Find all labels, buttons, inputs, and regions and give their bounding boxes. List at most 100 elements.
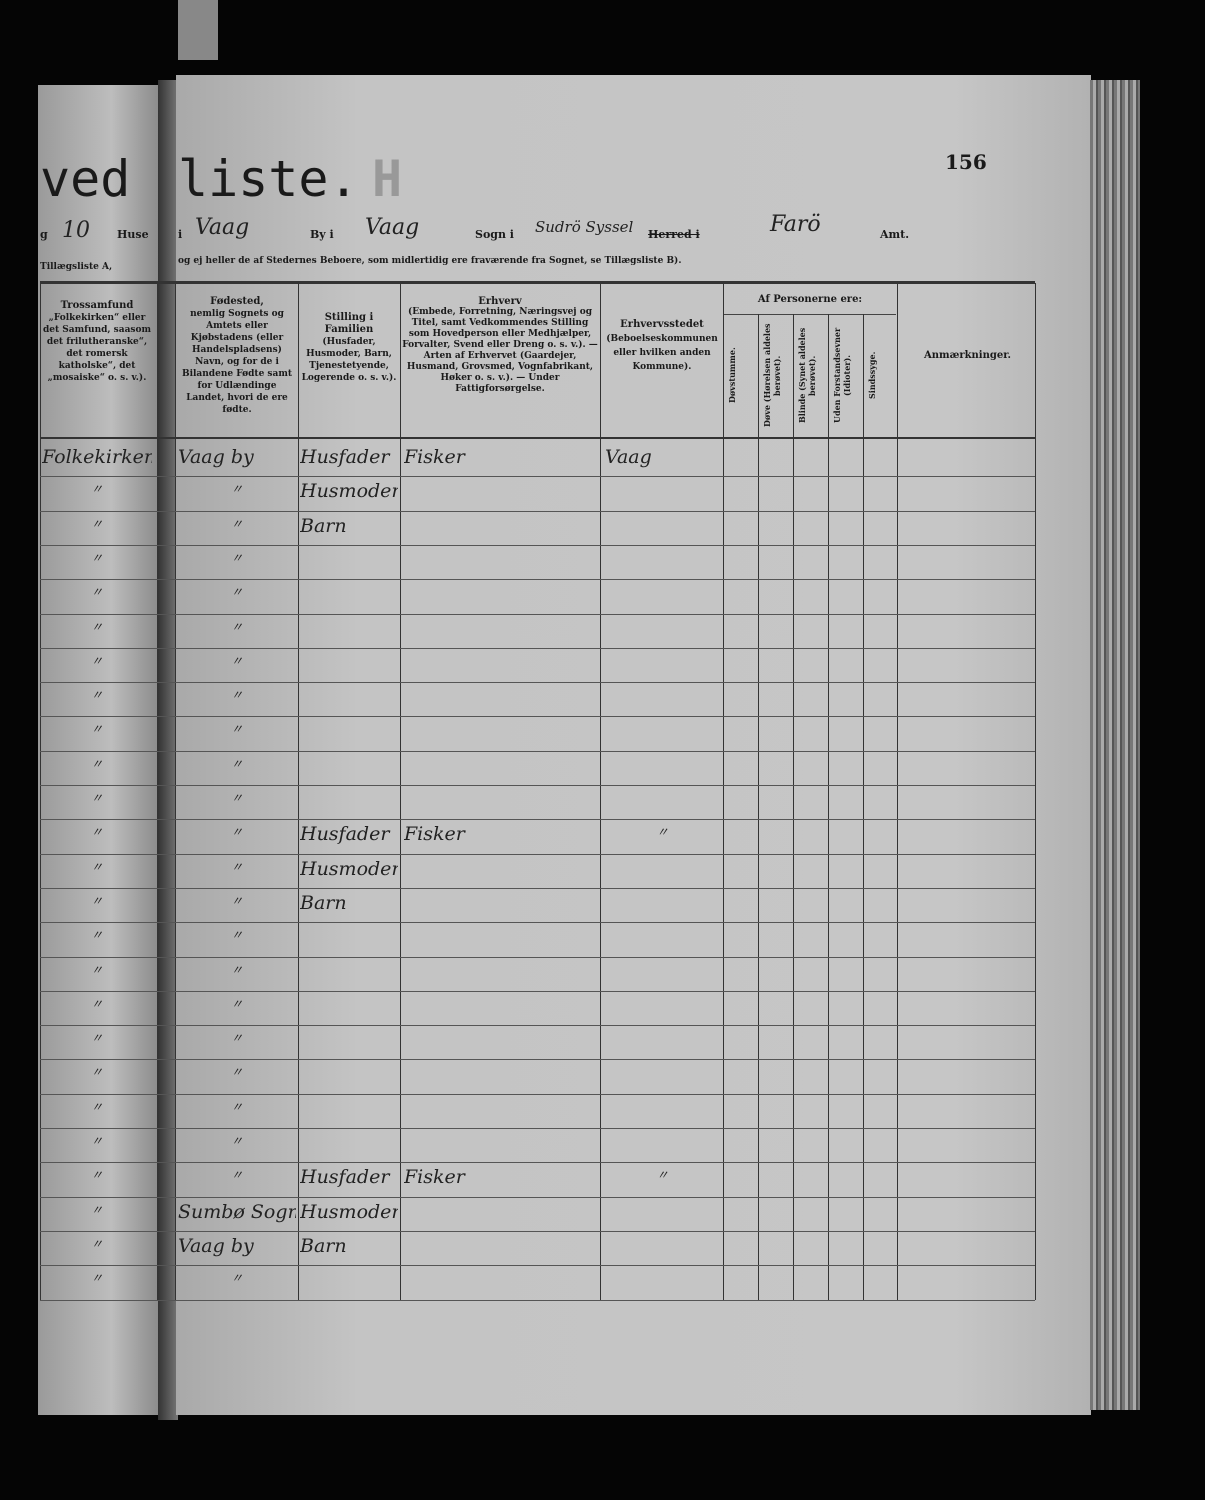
row-line: [40, 476, 1035, 478]
cell-tros: 〃: [90, 1236, 103, 1251]
cell-tros: 〃: [90, 893, 103, 908]
cell-tros: 〃: [90, 962, 103, 977]
cell-erh: Fisker: [404, 1166, 465, 1189]
page-number: 156: [945, 150, 987, 174]
row-line: [40, 785, 1035, 786]
row-line: [40, 750, 1035, 752]
row-line: [40, 1093, 1035, 1095]
row-line: [40, 922, 1035, 924]
sogn-value: Sudrö Syssel: [535, 218, 634, 236]
subheader-rule: [724, 314, 896, 315]
cell-tros: 〃: [90, 1271, 103, 1286]
col-af-personerne: Af Personerne ere:: [757, 294, 863, 305]
row-line: [40, 682, 1035, 684]
column-line: [40, 283, 41, 1300]
row-line: [40, 887, 1035, 889]
sub-col-header: Blinde (Synet aldeles berøvet).: [797, 327, 817, 424]
col-desc: (Embede, Forretning, Næringsvej og Titel…: [402, 307, 598, 394]
cell-tros: 〃: [90, 482, 103, 497]
herred-value: Farö: [770, 212, 821, 237]
book-gutter: [158, 80, 178, 1420]
col-trossamfund: Trossamfund „Folkekirken“ eller det Samfu…: [42, 300, 152, 384]
row-line: [40, 990, 1035, 992]
cell-erh: Fisker: [404, 823, 465, 846]
cell-tros: 〃: [90, 1134, 103, 1148]
cell-stil: Husfader: [300, 823, 390, 846]
cell-fod: 〃: [230, 688, 243, 703]
title-left: ved: [40, 150, 131, 208]
row-line: [40, 1265, 1035, 1267]
column-line: [600, 283, 601, 1300]
row-line: [40, 1230, 1035, 1232]
cell-tros: 〃: [90, 1031, 103, 1046]
row-line: [40, 1196, 1035, 1198]
title-right: liste.: [178, 150, 359, 208]
column-line: [400, 283, 401, 1300]
cell-fod: Vaag by: [178, 1234, 254, 1257]
row-line: [40, 544, 1035, 546]
huse-label: Huse: [117, 228, 149, 241]
cell-tros: 〃: [90, 756, 103, 771]
cell-fod: 〃: [230, 756, 243, 771]
cell-tros: 〃: [90, 516, 103, 531]
cell-tros: 〃: [90, 825, 103, 840]
cell-fod: 〃: [230, 1134, 243, 1148]
row-line: [40, 853, 1035, 855]
column-line: [828, 314, 829, 1300]
col-stilling: Stilling i Familien (Husfader, Husmoder, …: [300, 312, 398, 384]
column-line: [723, 283, 724, 1300]
cell-tros: 〃: [90, 996, 103, 1011]
header-fragment: g: [40, 228, 48, 241]
cell-sted: 〃: [656, 825, 669, 840]
cell-fod: 〃: [230, 893, 243, 908]
title-stamp: H: [372, 150, 403, 208]
column-line: [863, 314, 864, 1300]
cell-fod: 〃: [230, 928, 243, 943]
cell-tros: 〃: [90, 653, 103, 668]
cell-tros: 〃: [90, 619, 103, 634]
col-desc: (Beboelseskommunen eller hvilken anden K…: [606, 334, 718, 372]
row-line: [40, 613, 1035, 615]
col-erhverv: Erhverv (Embede, Forretning, Næringsvej o…: [402, 296, 598, 395]
cell-tros: 〃: [90, 550, 103, 565]
cell-erh: Fisker: [404, 446, 465, 468]
cell-fod: 〃: [230, 550, 243, 565]
col-title: Stilling i Familien: [324, 312, 374, 335]
cell-fod: 〃: [230, 1099, 243, 1114]
column-line: [758, 314, 759, 1300]
herred-label: Herred i: [648, 228, 700, 241]
cell-tros: Folkekirken: [42, 446, 152, 468]
col-desc: nemlig Sognets og Amtets eller Kjøbstade…: [181, 309, 293, 415]
place-1: Vaag: [195, 215, 250, 240]
cell-stil: Barn: [300, 891, 347, 914]
cell-stil: Husfader: [300, 1166, 390, 1189]
cell-tros: 〃: [90, 928, 103, 943]
row-line: [40, 1128, 1035, 1129]
cell-tros: 〃: [90, 1065, 103, 1080]
cell-stil: Barn: [300, 514, 347, 537]
cell-tros: 〃: [90, 688, 103, 703]
cell-fod: Sumbø Sogn: [178, 1200, 296, 1223]
col-title: Erhverv: [478, 296, 522, 307]
col-anmaerkninger: Anmærkninger.: [923, 350, 1012, 361]
cell-sted: 〃: [656, 1168, 669, 1183]
cell-fod: 〃: [230, 585, 243, 600]
cell-stil: Husmoder: [300, 857, 398, 880]
col-title: Trossamfund: [60, 300, 134, 311]
col-desc: (Husfader, Husmoder, Barn, Tjenestetyend…: [301, 337, 397, 383]
note-left: Tillægsliste A,: [40, 262, 113, 272]
cell-tros: 〃: [90, 1168, 103, 1183]
column-line: [1035, 283, 1036, 1300]
row-line: [40, 1059, 1035, 1061]
sub-col-header: Døvstumme.: [727, 347, 737, 404]
cell-stil: Husmoder: [300, 1200, 398, 1223]
cell-stil: Barn: [300, 1234, 347, 1257]
cell-fod: 〃: [230, 1065, 243, 1080]
cell-tros: 〃: [90, 722, 103, 737]
column-line: [157, 283, 158, 1300]
cell-fod: 〃: [230, 516, 243, 531]
cell-fod: Vaag by: [178, 446, 254, 468]
column-line: [175, 283, 176, 1300]
col-title: Fødested,: [210, 296, 264, 307]
table-top-rule: [40, 281, 1035, 284]
